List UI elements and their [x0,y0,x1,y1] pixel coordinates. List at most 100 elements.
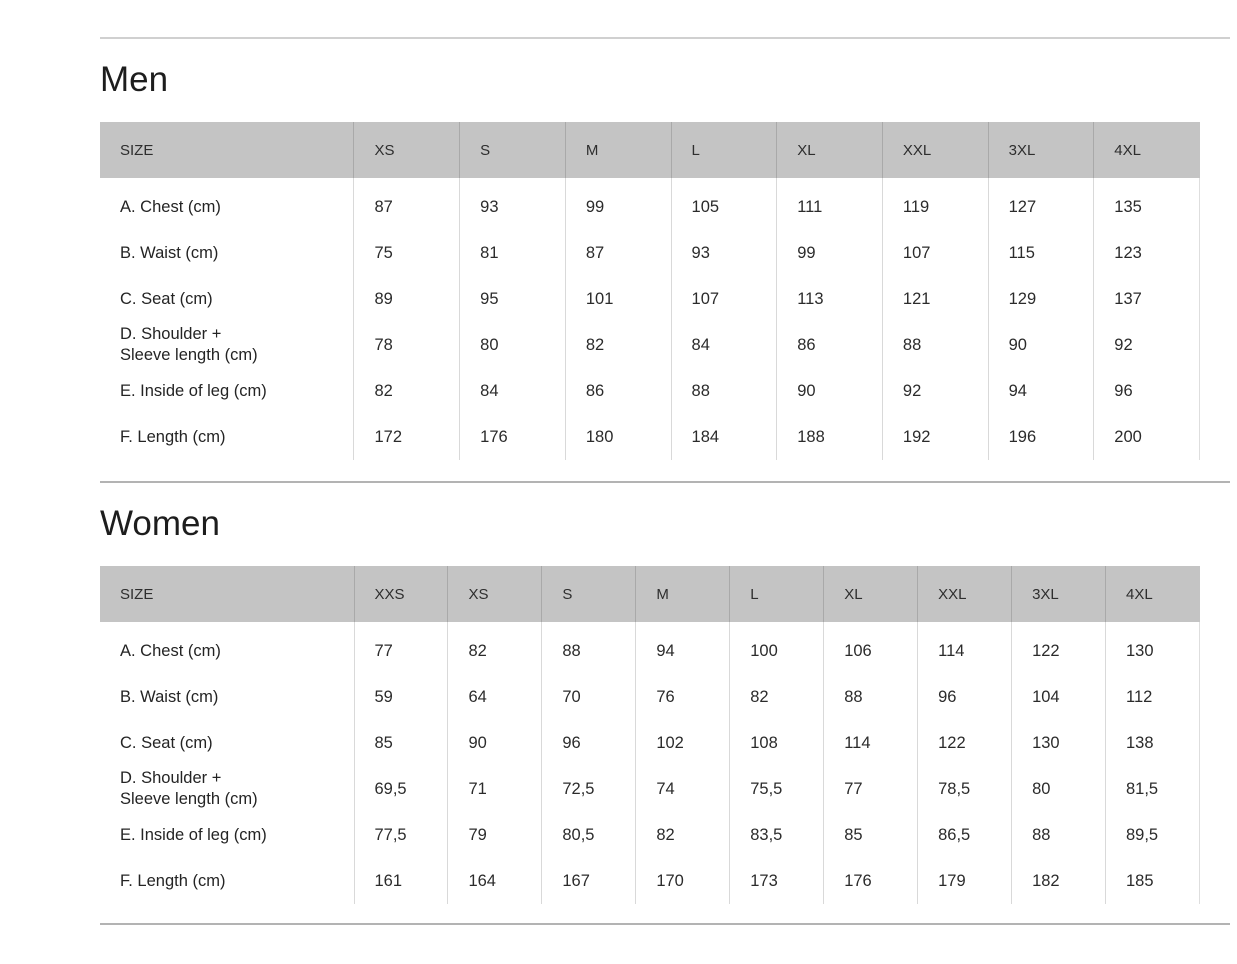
value-cell: 78 [353,322,460,368]
row-label-cell: B. Waist (cm) [120,687,219,706]
row-label-cell: C. Seat (cm) [120,289,213,308]
value-cell: 137 [1093,276,1200,322]
value-cell: 82 [564,322,672,368]
measurement-row: F. Length (cm) 172 176 180 184 188 192 196 200 [100,414,1200,460]
size-header-cell: XL [776,122,883,178]
measurement-row: B. Waist (cm) 59 64 70 76 82 88 96 104 112 [100,674,1200,720]
value-cell: 114 [823,720,918,766]
value-cell: 80 [459,322,566,368]
value-cell: 85 [353,720,448,766]
value-cell: 196 [987,414,1094,460]
value-cell: 82 [729,674,824,720]
size-table-header-row: SIZE XS S M L XL XXL 3XL 4XL [100,122,1200,178]
measurement-row: E. Inside of leg (cm) 82 84 86 88 90 92 94 96 [100,368,1200,414]
value-cell: 127 [987,178,1094,230]
size-column-header: SIZE [100,122,354,178]
value-cell: 88 [670,368,777,414]
men-size-table: SIZE XS S M L XL XXL 3XL 4XL A. Chest (cm) 87 93 99 1… [100,122,1200,460]
value-cell: 182 [1011,858,1106,904]
value-cell: 135 [1093,178,1200,230]
size-header-cell: XL [823,566,918,622]
size-column-header: SIZE [100,566,354,622]
value-cell: 101 [564,276,672,322]
value-cell: 81,5 [1105,766,1200,812]
size-header-cell: 4XL [1105,566,1200,622]
size-header-cell: S [541,566,636,622]
value-cell: 96 [917,674,1012,720]
value-cell: 69,5 [353,766,448,812]
value-cell: 82 [635,812,730,858]
value-cell: 92 [881,368,989,414]
value-cell: 75 [353,230,460,276]
section-title-women: Women [100,504,220,543]
value-cell: 130 [1105,622,1200,674]
value-cell: 85 [823,812,918,858]
value-cell: 167 [541,858,636,904]
value-cell: 82 [447,622,542,674]
value-cell: 77 [823,766,918,812]
size-table-header-row: SIZE XXS XS S M L XL XXL 3XL 4XL [100,566,1200,622]
value-cell: 176 [459,414,566,460]
measurement-row: C. Seat (cm) 85 90 96 102 108 114 122 130 138 [100,720,1200,766]
value-cell: 180 [564,414,672,460]
value-cell: 107 [670,276,777,322]
value-cell: 93 [459,178,566,230]
measurement-row: D. Shoulder + Sleeve length (cm) 69,5 71 72… [100,766,1200,812]
value-cell: 185 [1105,858,1200,904]
value-cell: 99 [564,178,672,230]
value-cell: 90 [447,720,542,766]
value-cell: 99 [776,230,883,276]
value-cell: 87 [353,178,460,230]
value-cell: 173 [729,858,824,904]
value-cell: 122 [1011,622,1106,674]
value-cell: 179 [917,858,1012,904]
measurement-row: D. Shoulder + Sleeve length (cm) 78 80 82 84… [100,322,1200,368]
value-cell: 94 [635,622,730,674]
value-cell: 59 [353,674,448,720]
value-cell: 170 [635,858,730,904]
size-header-cell: XXL [881,122,989,178]
value-cell: 81 [459,230,566,276]
row-label-cell: F. Length (cm) [120,427,226,446]
measurement-row: F. Length (cm) 161 164 167 170 173 176 179 182 18… [100,858,1200,904]
value-cell: 84 [670,322,777,368]
value-cell: 90 [776,368,883,414]
row-label-cell: A. Chest (cm) [120,641,221,660]
value-cell: 77,5 [353,812,448,858]
value-cell: 71 [447,766,542,812]
size-header-cell: 3XL [1011,566,1106,622]
row-label-cell: D. Shoulder + Sleeve length (cm) [120,769,258,808]
value-cell: 92 [1093,322,1200,368]
value-cell: 80 [1011,766,1106,812]
value-cell: 111 [776,178,883,230]
value-cell: 88 [881,322,989,368]
value-cell: 107 [881,230,989,276]
value-cell: 105 [670,178,777,230]
value-cell: 74 [635,766,730,812]
value-cell: 188 [776,414,883,460]
value-cell: 192 [881,414,989,460]
value-cell: 95 [459,276,566,322]
value-cell: 94 [987,368,1094,414]
row-label-cell: E. Inside of leg (cm) [120,825,267,844]
value-cell: 70 [541,674,636,720]
size-header-cell: XS [447,566,542,622]
measurement-row: B. Waist (cm) 75 81 87 93 99 107 115 123 [100,230,1200,276]
value-cell: 80,5 [541,812,636,858]
row-label-cell: F. Length (cm) [120,871,226,890]
value-cell: 84 [459,368,566,414]
value-cell: 93 [670,230,777,276]
value-cell: 161 [353,858,448,904]
value-cell: 200 [1093,414,1200,460]
value-cell: 123 [1093,230,1200,276]
measurement-row: E. Inside of leg (cm) 77,5 79 80,5 82 83,5 85 8… [100,812,1200,858]
row-label-cell: B. Waist (cm) [120,243,219,262]
measurement-row: C. Seat (cm) 89 95 101 107 113 121 129 137 [100,276,1200,322]
men-section: Men SIZE XS S M L XL XXL 3XL 4XL A. Chest (cm) 87 9… [100,57,1237,460]
measurement-row: A. Chest (cm) 87 93 99 105 111 119 127 135 [100,178,1200,230]
value-cell: 88 [823,674,918,720]
value-cell: 106 [823,622,918,674]
value-cell: 164 [447,858,542,904]
women-section: Women SIZE XXS XS S M L XL XXL 3XL 4XL A. Chest (c… [100,501,1237,904]
value-cell: 96 [541,720,636,766]
